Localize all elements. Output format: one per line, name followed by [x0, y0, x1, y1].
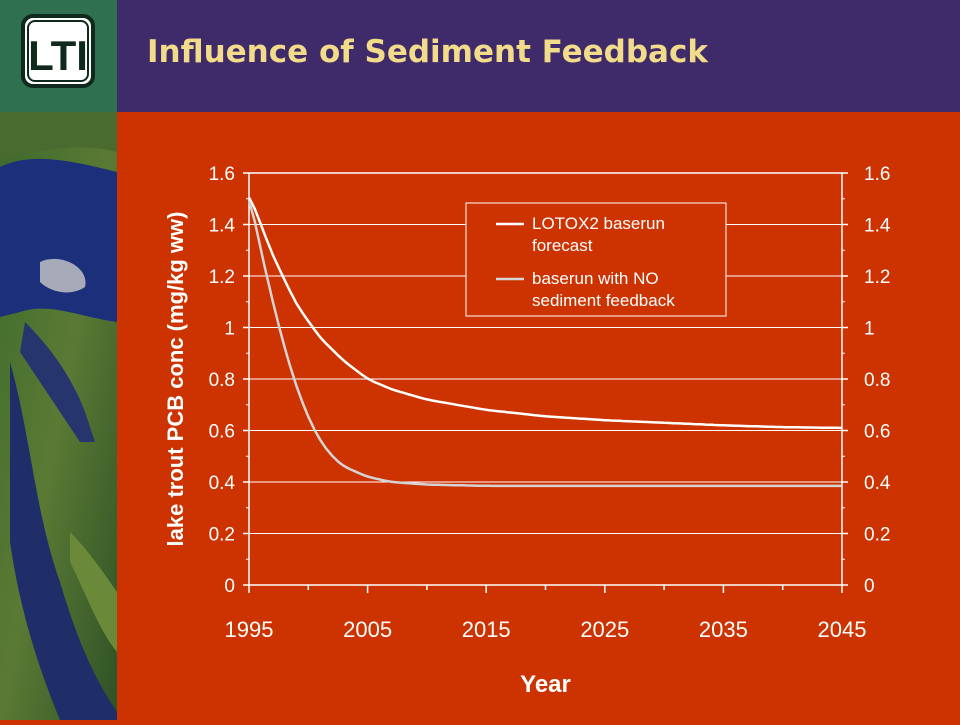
y-tick-label-right: 0.2 — [864, 525, 890, 546]
x-tick-label: 2045 — [818, 617, 867, 642]
x-tick-label: 2025 — [580, 617, 629, 642]
y-axis-label: lake trout PCB conc (mg/kg ww) — [163, 212, 188, 547]
y-tick-label-right: 1.6 — [864, 164, 890, 185]
x-tick-label: 1995 — [225, 617, 274, 642]
y-tick-label-left: 0 — [224, 576, 235, 597]
y-axis-left-tick-labels: 0 0.2 0.4 0.6 0.8 1 1.2 1.4 1.6 — [209, 164, 236, 597]
y-tick-label-right: 0 — [864, 576, 875, 597]
title-bar — [117, 0, 960, 112]
y-tick-label-left: 0.8 — [209, 370, 235, 391]
y-tick-label-left: 1 — [224, 319, 235, 340]
series-line-2 — [247, 200, 842, 488]
y-tick-label-left: 0.6 — [209, 422, 235, 443]
logo-panel: LTI — [0, 0, 117, 112]
legend-label-2: baserun with NO sediment feedback — [532, 269, 675, 310]
y-tick-label-left: 1.6 — [209, 164, 235, 185]
x-tick-label: 2015 — [462, 617, 511, 642]
lake-michigan — [10, 362, 117, 720]
slide-title: Influence of Sediment Feedback — [147, 34, 708, 70]
pcb-chart: 0 0.2 0.4 0.6 0.8 1 1.2 1.4 1.6 0 0.2 0.4 0.6 0.8 1 1.… — [163, 164, 891, 698]
y-axis-right-tick-labels: 0 0.2 0.4 0.6 0.8 1 1.2 1.4 1.6 — [864, 164, 891, 597]
lake-huron — [0, 158, 117, 322]
lake-channel — [20, 322, 95, 442]
lti-logo: LTI — [21, 14, 95, 88]
x-axis-label: Year — [520, 671, 571, 698]
legend-label-1: LOTOX2 baserun forecast — [532, 214, 665, 255]
y-tick-label-left: 1.4 — [209, 216, 236, 237]
legend-box — [465, 202, 727, 317]
y-tick-label-left: 0.2 — [209, 525, 235, 546]
y-tick-label-right: 0.6 — [864, 422, 890, 443]
cloud-patch — [40, 258, 86, 293]
logo-text: LTI — [28, 32, 88, 79]
y-tick-label-right: 1.2 — [864, 267, 890, 288]
y-tick-label-left: 1.2 — [209, 267, 235, 288]
x-tick-label: 2035 — [699, 617, 748, 642]
y-tick-label-right: 0.4 — [864, 473, 891, 494]
satellite-map-image — [0, 112, 117, 720]
y-tick-label-right: 1 — [864, 319, 875, 340]
x-axis-tick-labels: 1995 2005 2015 2025 2035 2045 — [225, 617, 867, 642]
legend: LOTOX2 baserun forecast baserun with NO sed… — [465, 202, 727, 317]
content-area: 0 0.2 0.4 0.6 0.8 1 1.2 1.4 1.6 0 0.2 0.4 0.6 0.8 1 1.… — [117, 112, 960, 720]
series-line-1 — [247, 196, 842, 430]
y-tick-label-right: 1.4 — [864, 216, 891, 237]
x-tick-label: 2005 — [343, 617, 392, 642]
series-lines — [247, 196, 842, 488]
axis-ticks — [243, 172, 848, 593]
y-tick-label-right: 0.8 — [864, 370, 890, 391]
y-tick-label-left: 0.4 — [209, 473, 236, 494]
